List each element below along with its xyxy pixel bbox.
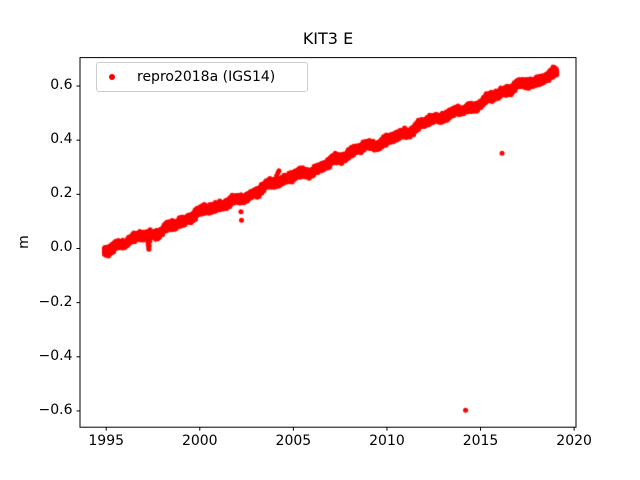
x-tick-label: 2010: [369, 433, 405, 449]
legend: repro2018a (IGS14): [96, 62, 308, 92]
legend-label: repro2018a (IGS14): [137, 69, 276, 85]
y-tick-label: −0.2: [38, 293, 73, 310]
x-tick-label: 2015: [462, 433, 499, 449]
y-tick-label: 0.2: [50, 185, 73, 202]
y-tick-label: 0.6: [50, 77, 73, 94]
plot-title: KIT3 E: [302, 29, 354, 48]
legend-dot-marker-icon: [109, 74, 115, 80]
y-tick-label: 0.4: [50, 131, 73, 148]
x-tick-label: 2000: [181, 433, 218, 449]
x-tick-label: 2020: [556, 433, 592, 449]
y-tick-label: −0.4: [38, 347, 73, 364]
x-tick-label: 1995: [88, 433, 125, 449]
y-tick-label: 0.0: [50, 239, 73, 256]
x-tick-label: 2005: [275, 433, 312, 449]
y-tick-label: −0.6: [38, 401, 73, 418]
